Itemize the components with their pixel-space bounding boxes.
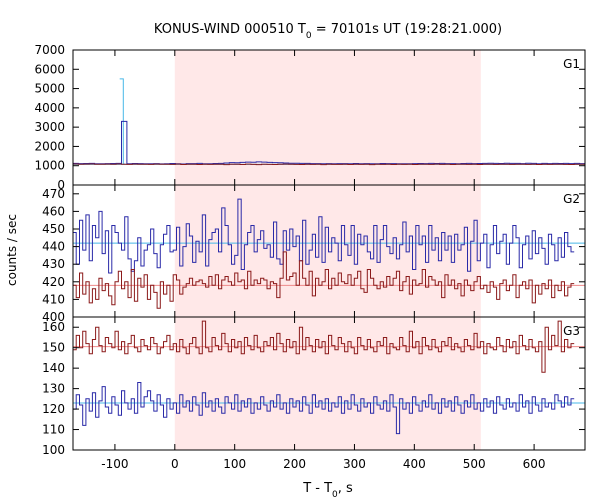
series-red-line <box>73 163 585 166</box>
chart-title-prefix: KONUS-WIND 000510 T <box>154 22 306 37</box>
panel-g3: 100 110 120 130 140 150 160 G3 <box>42 316 586 457</box>
y-tick-label: 3000 <box>34 120 65 134</box>
series-red-line <box>73 251 575 309</box>
x-tick-label: 300 <box>343 457 366 471</box>
y-tick-label: 2000 <box>34 139 65 153</box>
y-tick-label: 440 <box>42 240 65 254</box>
y-tick-label: 5000 <box>34 82 65 96</box>
y-axis-title: counts / sec <box>5 214 19 286</box>
panel-frame <box>72 316 586 451</box>
y-tick-label: 400 <box>42 310 65 324</box>
x-tick-label: 600 <box>523 457 546 471</box>
y-tick-label: 150 <box>42 341 65 355</box>
y-tick-label: 470 <box>42 187 65 201</box>
y-tick-label: 140 <box>42 361 65 375</box>
x-tick-label: -100 <box>101 457 128 471</box>
panel-data <box>73 320 585 435</box>
x-tick-label: 500 <box>463 457 486 471</box>
shaded-interval <box>174 50 481 450</box>
panel-data <box>73 198 585 309</box>
series-red-line <box>73 320 575 373</box>
panel-label: G3 <box>563 324 580 338</box>
y-tick-label: 450 <box>42 222 65 236</box>
series-blue-line <box>73 382 575 435</box>
y-tick-label: 160 <box>42 320 65 334</box>
y-tick-label: 7000 <box>34 43 65 57</box>
x-tick-label: 100 <box>223 457 246 471</box>
y-tick-label: 4000 <box>34 101 65 115</box>
panel-g1: 0 1000 2000 3000 4000 5000 6000 7000 G1 <box>34 43 586 192</box>
x-tick-label: 0 <box>171 457 179 471</box>
chart-title: KONUS-WIND 000510 T0 = 70101s UT (19:28:… <box>154 22 502 41</box>
y-tick-label: 100 <box>42 443 65 457</box>
panel-label: G2 <box>563 192 580 206</box>
plot-area: 01000200030004000500060007000G1400410420… <box>34 43 586 471</box>
y-tick-label: 6000 <box>34 62 65 76</box>
x-tick-label: 400 <box>403 457 426 471</box>
y-tick-label: 420 <box>42 275 65 289</box>
y-tick-label: 460 <box>42 204 65 218</box>
y-tick-label: 410 <box>42 292 65 306</box>
series-blue-line <box>73 198 575 274</box>
y-tick-label: 430 <box>42 257 65 271</box>
y-tick-label: 1000 <box>34 159 65 173</box>
x-axis-title-sub: 0 <box>332 490 338 500</box>
x-axis-title-prefix: T - T <box>302 481 332 496</box>
panel-label: G1 <box>563 57 580 71</box>
y-tick-label: 0 <box>57 178 65 192</box>
y-tick-label: 120 <box>42 402 65 416</box>
chart-title-sub: 0 <box>306 31 312 41</box>
panel-data <box>73 78 585 166</box>
chart-title-suffix: = 70101s UT (19:28:21.000) <box>312 22 502 37</box>
x-axis-title: T - T0, s <box>302 481 353 500</box>
y-tick-label: 130 <box>42 382 65 396</box>
y-tick-label: 110 <box>42 423 65 437</box>
x-axis-title-suffix: , s <box>338 481 353 496</box>
x-tick-label: 200 <box>283 457 306 471</box>
